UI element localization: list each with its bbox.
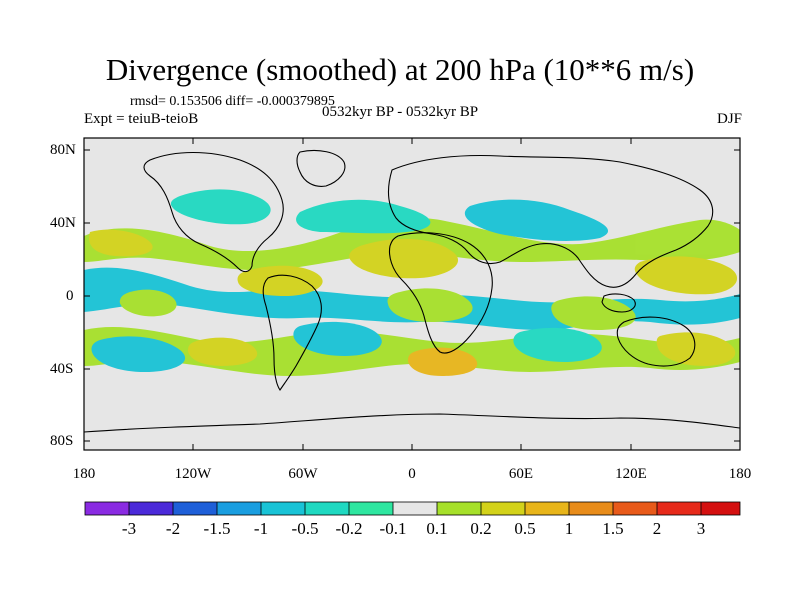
colorbar-swatch-1 [85,502,129,515]
lon-label: 60W [288,466,318,482]
colorbar-swatch-3 [173,502,217,515]
lon-label: 60E [508,466,534,482]
lon-label: 120E [615,466,647,482]
experiment-label: Expt = teiuB-teioB [84,111,199,127]
colorbar-swatch-12 [569,502,613,515]
divergence-field [84,189,740,376]
coast-greenland [296,149,346,187]
field-blob [634,256,738,295]
colorbar-swatch-14 [657,502,701,515]
field-blob [656,332,736,366]
colorbar-swatch-9 [437,502,481,515]
season-label: DJF [716,111,742,127]
colorbar-label: -0.5 [291,519,319,538]
colorbar-swatch-15 [701,502,740,515]
lat-label: 80S [50,433,74,449]
field-blob [170,189,271,225]
lon-label: 0 [408,466,416,482]
lon-label: 120W [174,466,212,482]
lat-label: 0 [66,288,74,304]
axis-ticks [83,138,741,450]
coast-africa [388,232,493,354]
colorbar-label: 1 [564,519,574,538]
field-blob [408,347,478,376]
stats-label: rmsd= 0.153506 diff= -0.000379895 [130,94,335,109]
field-blob [188,337,258,366]
colorbar-label: -0.1 [379,519,407,538]
lon-label: 180 [72,466,96,482]
field-blob [464,199,609,241]
coast-eurasia [387,154,714,288]
colorbar-swatch-8 [393,502,437,515]
coast-antarctica [83,413,741,433]
colorbar-swatch-7 [349,502,393,515]
period-label: 0532kyr BP - 0532kyr BP [322,104,479,120]
lat-label: 80N [50,142,76,158]
colorbar-label: 3 [696,519,706,538]
coastlines [83,149,741,433]
colorbar-swatch-6 [305,502,349,515]
field-blob [119,289,177,317]
lat-label: 40N [50,215,76,231]
field-blob [89,229,153,257]
field-blob [551,296,636,330]
lat-label: 40S [50,361,74,377]
colorbar-swatch-2 [129,502,173,515]
lon-label: 180 [728,466,752,482]
colorbar-swatch-4 [217,502,261,515]
colorbar-label: 0.2 [470,519,492,538]
field-blob [296,199,431,234]
plot-title: Divergence (smoothed) at 200 hPa (10**6 … [105,52,695,87]
colorbar-label: -2 [165,519,181,538]
colorbar-label: -1 [253,519,269,538]
colorbar-swatch-10 [481,502,525,515]
colorbar-label: -0.2 [335,519,363,538]
colorbar [84,501,741,516]
coast-south-america [262,274,322,391]
field-blob [237,265,323,296]
colorbar-swatch-13 [613,502,657,515]
field-blob [91,336,186,372]
coast-indonesia [601,293,636,313]
colorbar-label: 0.5 [514,519,536,538]
colorbar-swatch-5 [261,502,305,515]
coast-australia [616,316,696,367]
colorbar-label: 2 [652,519,662,538]
coast-north-america [143,151,284,273]
field-blob [387,288,473,322]
colorbar-label: 1.5 [602,519,624,538]
field-blob [349,238,459,279]
field-blob [513,327,602,362]
colorbar-label: -1.5 [203,519,231,538]
colorbar-label: 0.1 [426,519,448,538]
colorbar-swatch-11 [525,502,569,515]
colorbar-label: -3 [121,519,137,538]
